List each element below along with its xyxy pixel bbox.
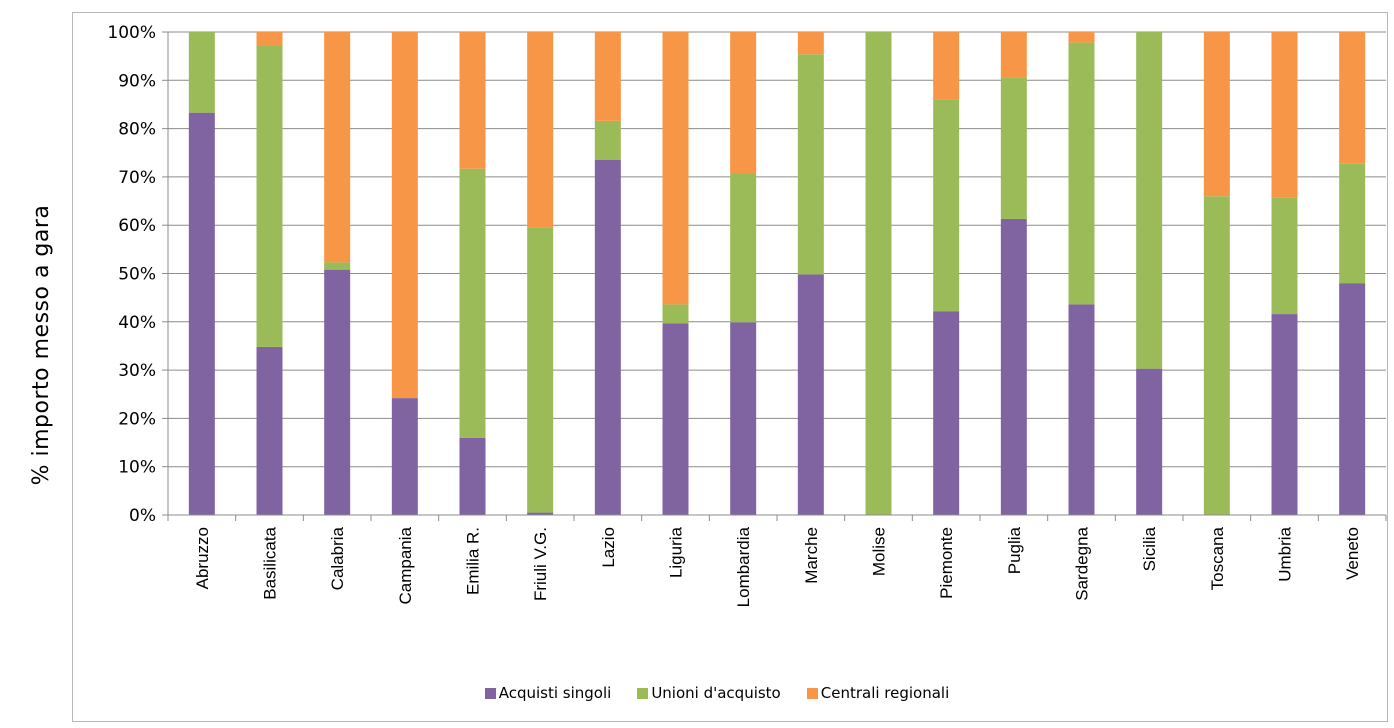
bar-segment [865,32,892,515]
bar-segment [527,32,554,228]
bar-segment [459,168,486,438]
bar-segment [1136,368,1163,515]
bar-segment [256,346,283,515]
y-tick-label: 50% [118,265,156,285]
bar-segment [1000,32,1027,78]
x-tick-label: Campania [396,526,415,604]
x-tick-label: Toscana [1208,526,1227,590]
y-tick-label: 70% [118,168,156,188]
y-tick-labels: 0% 10% 20% 30% 40% 50% 60% 70% 80% 90% 100% [107,23,156,526]
bar-segment [797,32,824,55]
y-tick-label: 30% [118,361,156,381]
legend-item: Acquisti singoli [484,684,612,702]
legend: Acquisti singoli Unioni d'acquisto Central… [0,684,1394,702]
x-tick-label: Calabria [328,526,347,590]
x-tick-label: Veneto [1343,527,1362,580]
bar-segment [188,112,215,515]
bar-segment [1203,196,1230,515]
x-tick-label: Friuli V.G. [531,527,550,601]
bar-segment [1339,163,1366,284]
bar-segment [324,262,351,270]
bar-segment [1000,77,1027,219]
bar-segment [730,32,757,175]
bar-segment [256,32,283,46]
bar-segment [256,45,283,347]
axes [162,31,1387,521]
bar-segment [1203,32,1230,197]
bar-segment [594,120,621,160]
bar-segment [933,99,960,312]
x-tick-labels: Abruzzo Basilicata Calabria Campania Emilia … [193,526,1362,607]
x-tick-label: Umbria [1276,526,1295,581]
y-axis-label: % importo messo a gara [29,205,54,486]
y-tick-label: 10% [118,458,156,478]
bar-segment [594,159,621,515]
legend-item: Centrali regionali [806,684,950,702]
bar-segment [1339,32,1366,164]
bar-segment [797,54,824,275]
y-tick-label: 0% [129,506,156,526]
bar-segment [1068,42,1095,305]
bar-segment [933,32,960,100]
x-tick-label: Piemonte [937,527,956,599]
chart-frame [72,12,1388,722]
legend-swatch [806,687,818,699]
legend-label: Centrali regionali [820,684,950,702]
x-tick-label: Sicilia [1140,526,1159,571]
bar-segment [1136,32,1163,369]
bar-segment [459,32,486,169]
y-tick-label: 90% [118,71,156,91]
bar-segment [391,398,418,515]
gridlines [168,31,1386,468]
x-tick-label: Molise [870,527,889,576]
bar-segment [1271,314,1298,515]
bar-segment [459,437,486,515]
bar-segment [797,274,824,515]
x-tick-label: Basilicata [261,526,280,599]
x-tick-label: Sardegna [1073,526,1092,600]
bar-segment [324,269,351,515]
bar-segment [1068,32,1095,43]
legend-label: Acquisti singoli [498,684,612,702]
bar-segment [730,174,757,323]
x-tick-label: Marche [802,527,821,584]
bars [188,32,1366,515]
legend-swatch [484,687,496,699]
y-tick-label: 60% [118,216,156,236]
bar-segment [662,323,689,515]
y-tick-label: 100% [107,23,156,43]
y-tick-label: 80% [118,120,156,140]
bar-segment [1271,197,1298,315]
legend-swatch [637,687,649,699]
bar-segment [594,32,621,121]
bar-segment [391,32,418,399]
bar-segment [527,512,554,515]
bar-segment [1000,218,1027,515]
bar-segment [188,32,215,113]
bar-segment [324,32,351,263]
x-tick-label: Emilia R. [464,527,483,595]
x-tick-label: Lombardia [734,526,753,607]
y-tick-label: 20% [118,409,156,429]
x-tick-label: Puglia [1005,526,1024,574]
y-tick-label: 40% [118,313,156,333]
bar-segment [933,311,960,515]
legend-label: Unioni d'acquisto [651,684,781,702]
bar-segment [527,227,554,513]
bar-segment [1271,32,1298,198]
x-tick-label: Lazio [599,527,618,568]
bar-segment [1068,304,1095,515]
bar-segment [730,322,757,515]
legend-item: Unioni d'acquisto [637,684,781,702]
bar-segment [662,32,689,305]
bar-segment [1339,283,1366,515]
bar-segment [662,304,689,324]
x-tick-label: Abruzzo [193,527,212,589]
x-tick-label: Liguria [667,526,686,578]
